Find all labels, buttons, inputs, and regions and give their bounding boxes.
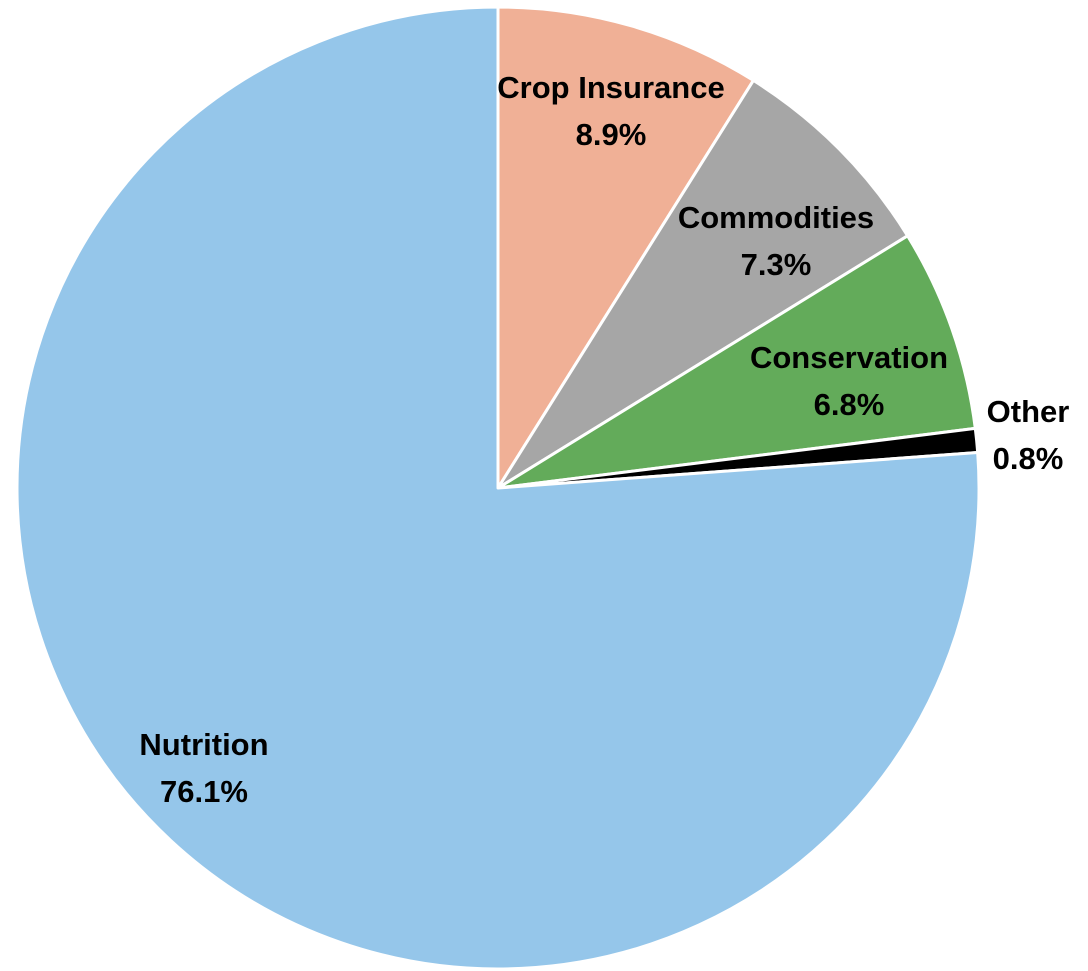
slice-value-crop-insurance: 8.9%: [576, 117, 647, 152]
pie-labels: Crop Insurance 8.9% Commodities 7.3% Conserv…: [139, 70, 1069, 809]
slice-label-crop-insurance: Crop Insurance: [497, 70, 724, 105]
pie-slice-conservation: [496, 234, 977, 490]
slice-value-conservation: 6.8%: [814, 387, 885, 422]
slice-value-nutrition: 76.1%: [160, 774, 248, 809]
slice-value-commodities: 7.3%: [741, 247, 812, 282]
pie-slice-crop-insurance: [496, 5, 755, 490]
pie-slice-nutrition: [15, 5, 981, 971]
slice-label-commodities: Commodities: [678, 200, 874, 235]
slice-label-conservation: Conservation: [750, 340, 948, 375]
pie-slices: [15, 5, 981, 971]
pie-slice-commodities: [496, 78, 910, 490]
slice-value-other: 0.8%: [993, 441, 1064, 476]
slice-label-other: Other: [987, 394, 1070, 429]
slice-label-nutrition: Nutrition: [139, 727, 268, 762]
